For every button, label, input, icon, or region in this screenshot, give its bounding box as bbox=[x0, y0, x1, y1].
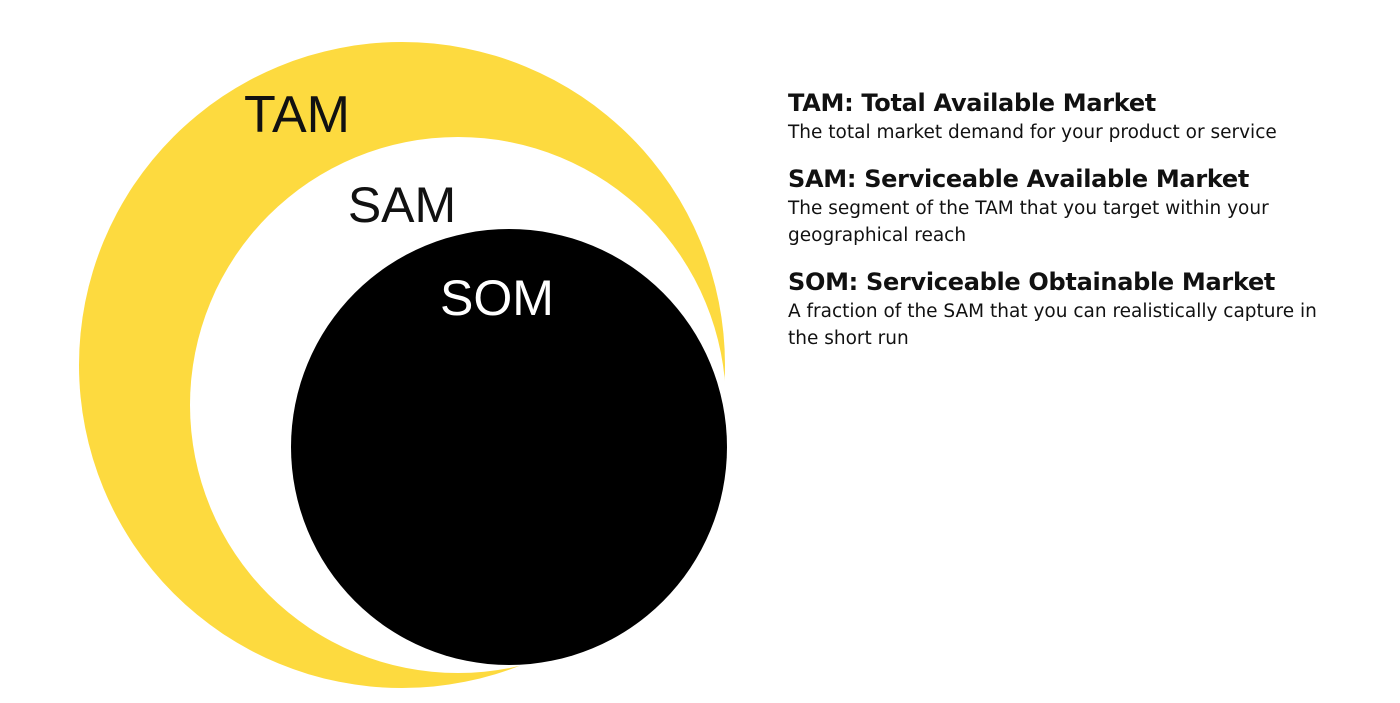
legend-item-sam: SAM: Serviceable Available Market The se… bbox=[788, 164, 1368, 249]
tam-label: TAM bbox=[244, 86, 350, 144]
som-label: SOM bbox=[440, 270, 554, 326]
legend: TAM: Total Available Market The total ma… bbox=[788, 88, 1368, 370]
legend-description-som: A fraction of the SAM that you can reali… bbox=[788, 301, 1317, 349]
sam-label: SAM bbox=[348, 177, 456, 233]
legend-title-som: SOM: Serviceable Obtainable Market bbox=[788, 268, 1276, 296]
legend-item-som: SOM: Serviceable Obtainable Market A fra… bbox=[788, 267, 1368, 352]
tam-sam-som-diagram: TAM SAM SOM bbox=[79, 42, 727, 688]
legend-title-tam: TAM: Total Available Market bbox=[788, 89, 1156, 117]
legend-description-tam: The total market demand for your product… bbox=[788, 122, 1277, 143]
legend-description-sam: The segment of the TAM that you target w… bbox=[788, 198, 1269, 246]
legend-title-sam: SAM: Serviceable Available Market bbox=[788, 165, 1250, 193]
som-circle bbox=[291, 229, 727, 665]
legend-item-tam: TAM: Total Available Market The total ma… bbox=[788, 88, 1368, 146]
